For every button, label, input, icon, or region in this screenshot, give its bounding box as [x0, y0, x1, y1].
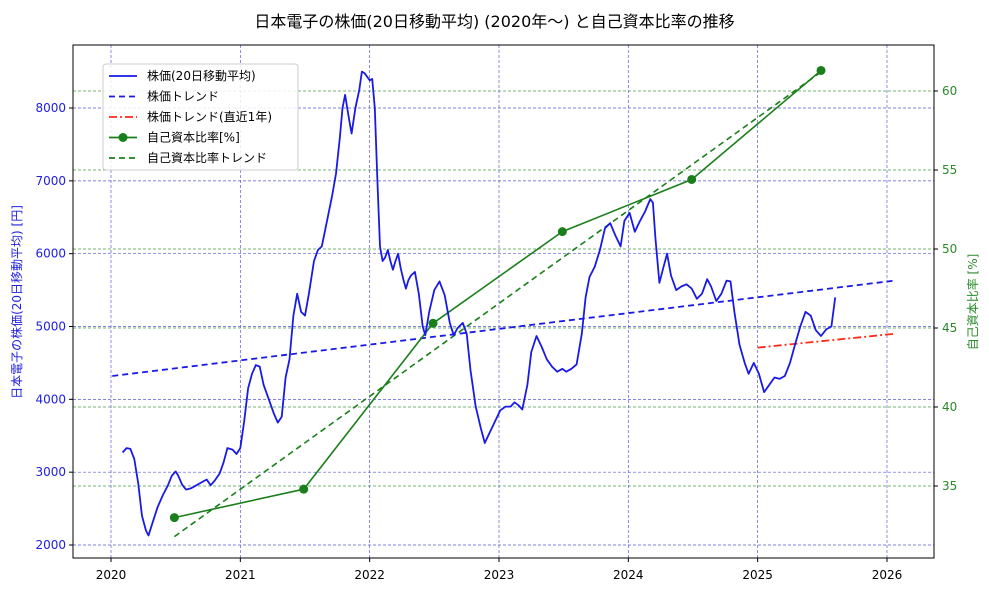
- right-y-tick-label: 50: [942, 242, 957, 256]
- x-axis: 2020 2021 2022 2023 2024 2025 2026: [96, 558, 903, 582]
- legend-label: 株価(20日移動平均): [147, 68, 256, 83]
- right-y-tick-label: 35: [942, 479, 957, 493]
- x-tick-label: 2021: [225, 568, 256, 582]
- series-line: [121, 70, 837, 537]
- x-tick-label: 2022: [354, 568, 385, 582]
- x-tick-label: 2026: [872, 568, 903, 582]
- left-y-tick-label: 2000: [35, 538, 66, 552]
- left-y-tick-label: 6000: [35, 247, 66, 261]
- legend-label: 自己資本比率[%]: [147, 130, 240, 145]
- left-axis-label: 日本電子の株価(20日移動平均) [円]: [9, 205, 24, 399]
- series-line: [112, 279, 895, 377]
- right-y-tick-label: 45: [942, 321, 957, 335]
- right-y-axis: 35 40 45 50 55 60: [934, 84, 957, 493]
- series-line: [757, 332, 895, 349]
- equity-ratio-marker: [557, 227, 567, 237]
- left-y-tick-label: 8000: [35, 101, 66, 115]
- left-y-tick-label: 4000: [35, 392, 66, 406]
- x-tick-label: 2023: [484, 568, 515, 582]
- left-y-tick-label: 3000: [35, 465, 66, 479]
- series-line: [173, 71, 822, 538]
- right-axis-label: 自己資本比率 [%]: [965, 254, 980, 351]
- equity-ratio-marker: [299, 484, 309, 494]
- left-y-tick-label: 5000: [35, 320, 66, 334]
- x-tick-label: 2020: [96, 568, 127, 582]
- equity-ratio-marker: [687, 174, 697, 184]
- legend-box: [102, 63, 299, 171]
- left-y-tick-label: 7000: [35, 174, 66, 188]
- equity-ratio-marker: [428, 318, 438, 328]
- equity-ratio-marker: [169, 513, 179, 523]
- grid-lines: [73, 45, 934, 558]
- legend-label: 株価トレンド(直近1年): [147, 109, 272, 124]
- x-tick-label: 2025: [742, 568, 773, 582]
- series-layer: [112, 65, 895, 538]
- right-y-tick-label: 55: [942, 163, 957, 177]
- chart-title: 日本電子の株価(20日移動平均) (2020年〜) と自己資本比率の推移: [254, 12, 735, 31]
- right-y-tick-label: 40: [942, 400, 957, 414]
- series-line: [174, 69, 822, 519]
- legend-marker: [118, 133, 128, 142]
- equity-ratio-marker: [816, 65, 826, 75]
- right-y-tick-label: 60: [942, 84, 957, 98]
- plot-frame: [72, 44, 935, 559]
- legend-label: 株価トレンド: [147, 89, 219, 104]
- legend-label: 自己資本比率トレンド: [147, 150, 267, 165]
- left-y-axis: 2000 3000 4000 5000 6000 7000 8000: [35, 101, 73, 552]
- x-tick-label: 2024: [613, 568, 644, 582]
